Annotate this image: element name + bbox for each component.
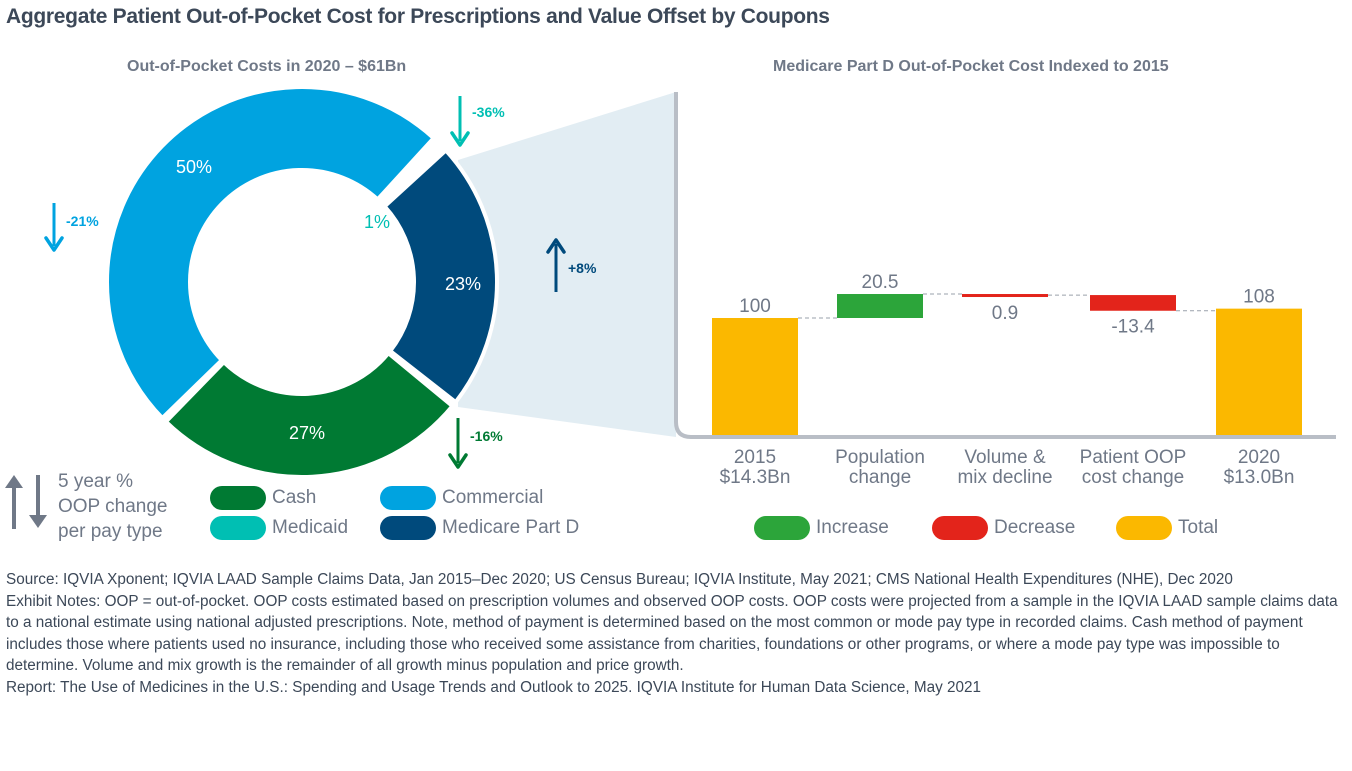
waterfall-bar-increase: [837, 294, 923, 318]
legend-label: Decrease: [994, 517, 1076, 538]
legend-item-total: Total: [1116, 516, 1218, 540]
legend-item-medicare: Medicare Part D: [380, 516, 579, 540]
change-key-text: 5 year % OOP change per pay type: [58, 469, 168, 544]
slice-label: 23%: [445, 274, 481, 294]
value-label: -13.4: [1111, 317, 1155, 338]
legend-label: Total: [1178, 517, 1219, 538]
change-label: -36%: [472, 104, 505, 120]
arrowhead: [450, 131, 470, 147]
category-label: cost change: [1082, 467, 1184, 488]
arrowhead: [44, 236, 64, 252]
category-label: 2020: [1238, 447, 1280, 468]
change-label: -16%: [470, 428, 503, 444]
donut-slice-medicare: [382, 148, 499, 405]
donut-slice-cash: [163, 351, 455, 479]
cash-swatch: [210, 486, 266, 510]
change-label: -21%: [66, 213, 99, 229]
legend-item-commercial: Commercial: [380, 486, 543, 510]
category-label: Volume &: [964, 447, 1046, 468]
category-label: change: [849, 467, 911, 488]
legend-item-medicaid: Medicaid: [210, 516, 348, 540]
waterfall-bar-decrease: [1090, 295, 1176, 311]
slice-label: 50%: [176, 157, 212, 177]
medicaid-swatch: [210, 516, 266, 540]
legend-item-increase: Increase: [754, 516, 889, 540]
waterfall-bar-total: [712, 318, 798, 435]
category-label: 2015: [734, 447, 776, 468]
increase-swatch: [754, 516, 810, 540]
category-label: Patient OOP: [1080, 447, 1187, 468]
legend-label: Cash: [272, 487, 317, 508]
change-key-icon: [5, 475, 47, 529]
value-label: 100: [739, 296, 771, 317]
key-line: OOP change: [58, 496, 168, 517]
legend-label: Commercial: [442, 487, 544, 508]
chart-title: Aggregate Patient Out-of-Pocket Cost for…: [6, 5, 830, 28]
commercial-swatch: [380, 486, 436, 510]
legend-label: Increase: [816, 517, 889, 538]
key-line: 5 year %: [58, 471, 133, 492]
waterfall-title: Medicare Part D Out-of-Pocket Cost Index…: [773, 58, 1169, 75]
key-line: per pay type: [58, 521, 163, 542]
waterfall-bar-total: [1216, 308, 1302, 435]
medicare-swatch: [380, 516, 436, 540]
total-swatch: [1116, 516, 1172, 540]
category-label: $13.0Bn: [1224, 467, 1295, 488]
arrowhead: [448, 453, 468, 469]
waterfall-bar-decrease: [962, 294, 1048, 298]
legend-label: Medicaid: [272, 517, 349, 538]
waterfall-axis: [674, 92, 1336, 439]
value-label: 20.5: [862, 272, 899, 293]
donut-title: Out-of-Pocket Costs in 2020 – $61Bn: [127, 58, 407, 75]
footnotes: Source: IQVIA Xponent; IQVIA LAAD Sample…: [6, 569, 1346, 698]
donut-slice-medicaid: [379, 141, 443, 205]
donut-slice-commercial: [105, 85, 436, 421]
legend-label: Medicare Part D: [442, 517, 580, 538]
slice-label: 27%: [289, 423, 325, 443]
category-label: $14.3Bn: [720, 467, 791, 488]
legend-item-decrease: Decrease: [932, 516, 1075, 540]
value-label: 108: [1243, 287, 1275, 308]
category-label: mix decline: [957, 467, 1052, 488]
arrowhead: [546, 238, 566, 254]
report-note: Report: The Use of Medicines in the U.S.…: [6, 678, 982, 696]
change-label: +8%: [568, 260, 597, 276]
connector-wedge: [458, 92, 676, 437]
chart-canvas: 50% 1% 23% 27% -21% -36% +8% -16% 100 2015$14.3…: [44, 85, 1336, 488]
legend-item-cash: Cash: [210, 486, 316, 510]
decrease-swatch: [932, 516, 988, 540]
exhibit-note: Exhibit Notes: OOP = out-of-pocket. OOP …: [6, 592, 1338, 675]
category-label: Population: [835, 447, 925, 468]
value-label: 0.9: [992, 303, 1018, 324]
source-note: Source: IQVIA Xponent; IQVIA LAAD Sample…: [6, 571, 1233, 588]
slice-label: 1%: [364, 212, 390, 232]
